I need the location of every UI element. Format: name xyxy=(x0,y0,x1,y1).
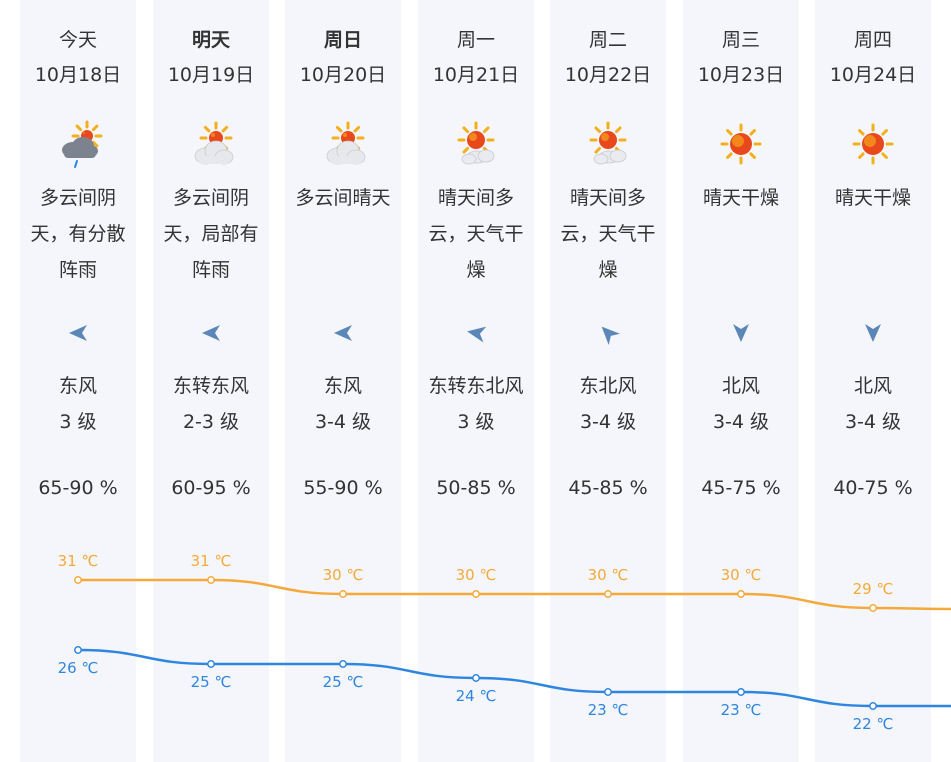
sun-icon xyxy=(848,120,898,170)
wind-arrow-east-icon xyxy=(330,315,356,351)
wind-arrow-north-icon xyxy=(728,315,754,351)
wind-direction: 东转东风 xyxy=(172,375,249,397)
day-name: 明天 xyxy=(191,29,230,51)
humidity-range: 45-75 % xyxy=(701,477,781,499)
day-name: 今天 xyxy=(58,29,97,51)
day-name: 周四 xyxy=(853,29,892,51)
day-name: 周日 xyxy=(323,29,362,51)
weather-condition: 晴天干燥 xyxy=(702,187,779,209)
humidity-range: 45-85 % xyxy=(568,477,648,499)
wind-arrow-east-northeast-icon xyxy=(463,315,489,351)
cloud-sun-icon xyxy=(318,120,368,170)
day-name: 周三 xyxy=(721,29,760,51)
day-name: 周一 xyxy=(456,29,495,51)
day-date: 10月21日 xyxy=(432,64,520,86)
humidity-range: 50-85 % xyxy=(436,477,516,499)
weather-condition: 晴天间多云，天气干燥 xyxy=(428,187,524,281)
forecast-day-column[interactable]: 今天 10月18日 多云间阴天，有分散阵雨 东风 3 级 65-90 % xyxy=(20,0,136,762)
wind-direction: 北风 xyxy=(721,375,760,397)
sun-cloud-icon xyxy=(583,120,633,170)
day-date: 10月18日 xyxy=(34,64,122,86)
humidity-range: 55-90 % xyxy=(303,477,383,499)
forecast-day-column[interactable]: 明天 10月19日 多云间阴天，局部有阵雨 东转东风 2-3 级 60-95 % xyxy=(153,0,269,762)
forecast-day-column[interactable]: 周四 10月24日 晴天干燥 北风 3-4 级 40-75 % xyxy=(815,0,931,762)
wind-direction: 东风 xyxy=(323,375,362,397)
wind-direction: 东风 xyxy=(58,375,97,397)
weather-condition: 多云间阴天，局部有阵雨 xyxy=(163,187,259,281)
wind-arrow-east-icon xyxy=(65,315,91,351)
wind-direction: 东转东北风 xyxy=(428,375,524,397)
wind-direction: 北风 xyxy=(853,375,892,397)
wind-arrow-east-icon xyxy=(198,315,224,351)
day-date: 10月23日 xyxy=(697,64,785,86)
day-date: 10月20日 xyxy=(299,64,387,86)
forecast-day-column[interactable]: 周一 10月21日 晴天间多云，天气干燥 东转东北风 3 级 50-85 % xyxy=(418,0,534,762)
forecast-day-column[interactable]: 周日 10月20日 多云间晴天 东风 3-4 级 55-90 % xyxy=(285,0,401,762)
forecast-day-column[interactable]: 周二 10月22日 晴天间多云，天气干燥 东北风 3-4 级 45-85 % xyxy=(550,0,666,762)
cloud-sun-rain-icon xyxy=(53,120,103,170)
humidity-range: 60-95 % xyxy=(171,477,251,499)
wind-level: 3-4 级 xyxy=(314,411,372,433)
humidity-range: 65-90 % xyxy=(38,477,118,499)
wind-arrow-northeast-icon xyxy=(595,315,621,351)
wind-level: 3-4 级 xyxy=(712,411,770,433)
wind-direction: 东北风 xyxy=(579,375,637,397)
wind-level: 3 级 xyxy=(59,411,97,433)
weather-condition: 多云间晴天 xyxy=(295,187,391,209)
humidity-range: 40-75 % xyxy=(833,477,913,499)
sun-icon xyxy=(716,120,766,170)
cloud-sun-icon xyxy=(186,120,236,170)
day-date: 10月24日 xyxy=(829,64,917,86)
day-date: 10月22日 xyxy=(564,64,652,86)
wind-level: 3-4 级 xyxy=(579,411,637,433)
forecast-day-column[interactable]: 周三 10月23日 晴天干燥 北风 3-4 级 45-75 % xyxy=(683,0,799,762)
sun-cloud-icon xyxy=(451,120,501,170)
wind-level: 3 级 xyxy=(457,411,495,433)
day-date: 10月19日 xyxy=(167,64,255,86)
weather-condition: 晴天干燥 xyxy=(834,187,911,209)
weather-condition: 多云间阴天，有分散阵雨 xyxy=(30,187,126,281)
day-name: 周二 xyxy=(588,29,627,51)
wind-level: 3-4 级 xyxy=(844,411,902,433)
wind-level: 2-3 级 xyxy=(182,411,240,433)
wind-arrow-north-icon xyxy=(860,315,886,351)
weather-condition: 晴天间多云，天气干燥 xyxy=(560,187,656,281)
